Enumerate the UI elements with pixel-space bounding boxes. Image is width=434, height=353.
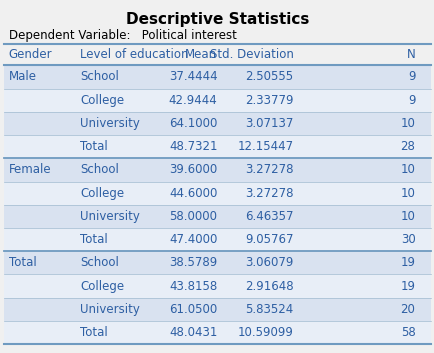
Text: 39.6000: 39.6000	[169, 163, 217, 176]
Bar	[4, 181, 430, 205]
Text: Male: Male	[9, 71, 36, 83]
Text: Female: Female	[9, 163, 51, 176]
Text: 2.50555: 2.50555	[245, 71, 293, 83]
Text: 3.06079: 3.06079	[245, 256, 293, 269]
Text: 2.33779: 2.33779	[245, 94, 293, 107]
Text: 48.0431: 48.0431	[169, 326, 217, 339]
Text: 6.46357: 6.46357	[245, 210, 293, 223]
Bar	[4, 275, 430, 298]
Text: 3.07137: 3.07137	[245, 117, 293, 130]
Text: Dependent Variable:   Political interest: Dependent Variable: Political interest	[9, 29, 236, 42]
Text: 30: 30	[400, 233, 414, 246]
Text: 42.9444: 42.9444	[168, 94, 217, 107]
Text: 10: 10	[400, 163, 414, 176]
Text: 20: 20	[400, 303, 414, 316]
Bar	[4, 44, 430, 65]
Text: 28: 28	[400, 140, 414, 153]
Text: Std. Deviation: Std. Deviation	[209, 48, 293, 61]
Text: 19: 19	[400, 280, 414, 293]
Text: School: School	[80, 256, 119, 269]
Text: Total: Total	[9, 256, 36, 269]
Text: 9: 9	[407, 71, 414, 83]
Text: 37.4444: 37.4444	[168, 71, 217, 83]
Text: 5.83524: 5.83524	[245, 303, 293, 316]
Text: 9.05767: 9.05767	[245, 233, 293, 246]
Text: 9: 9	[407, 94, 414, 107]
Bar	[4, 251, 430, 275]
Bar	[4, 65, 430, 89]
Text: School: School	[80, 71, 119, 83]
Text: University: University	[80, 117, 140, 130]
Text: 44.6000: 44.6000	[169, 187, 217, 199]
Bar	[4, 205, 430, 228]
Text: 38.5789: 38.5789	[169, 256, 217, 269]
Text: 47.4000: 47.4000	[169, 233, 217, 246]
Text: Total: Total	[80, 233, 108, 246]
Bar	[4, 321, 430, 344]
Text: Descriptive Statistics: Descriptive Statistics	[125, 12, 309, 27]
Bar	[4, 112, 430, 135]
Text: 43.8158: 43.8158	[169, 280, 217, 293]
Text: 10.59099: 10.59099	[237, 326, 293, 339]
Bar	[4, 158, 430, 181]
Text: N: N	[406, 48, 414, 61]
Bar	[4, 228, 430, 251]
Bar	[4, 89, 430, 112]
Text: 64.1000: 64.1000	[169, 117, 217, 130]
Text: Gender: Gender	[9, 48, 52, 61]
Text: 3.27278: 3.27278	[245, 187, 293, 199]
Text: 58: 58	[400, 326, 414, 339]
Text: University: University	[80, 303, 140, 316]
Text: 61.0500: 61.0500	[169, 303, 217, 316]
Text: 12.15447: 12.15447	[237, 140, 293, 153]
Text: University: University	[80, 210, 140, 223]
Text: 10: 10	[400, 187, 414, 199]
Text: 19: 19	[400, 256, 414, 269]
Text: College: College	[80, 94, 124, 107]
Text: College: College	[80, 187, 124, 199]
Text: Level of education: Level of education	[80, 48, 188, 61]
Text: 58.0000: 58.0000	[169, 210, 217, 223]
Text: 10: 10	[400, 117, 414, 130]
Text: Total: Total	[80, 140, 108, 153]
Text: 3.27278: 3.27278	[245, 163, 293, 176]
Text: 2.91648: 2.91648	[244, 280, 293, 293]
Text: 48.7321: 48.7321	[169, 140, 217, 153]
Text: 10: 10	[400, 210, 414, 223]
Bar	[4, 135, 430, 158]
Text: Total: Total	[80, 326, 108, 339]
Text: Mean: Mean	[185, 48, 217, 61]
Text: College: College	[80, 280, 124, 293]
Bar	[4, 298, 430, 321]
Text: School: School	[80, 163, 119, 176]
